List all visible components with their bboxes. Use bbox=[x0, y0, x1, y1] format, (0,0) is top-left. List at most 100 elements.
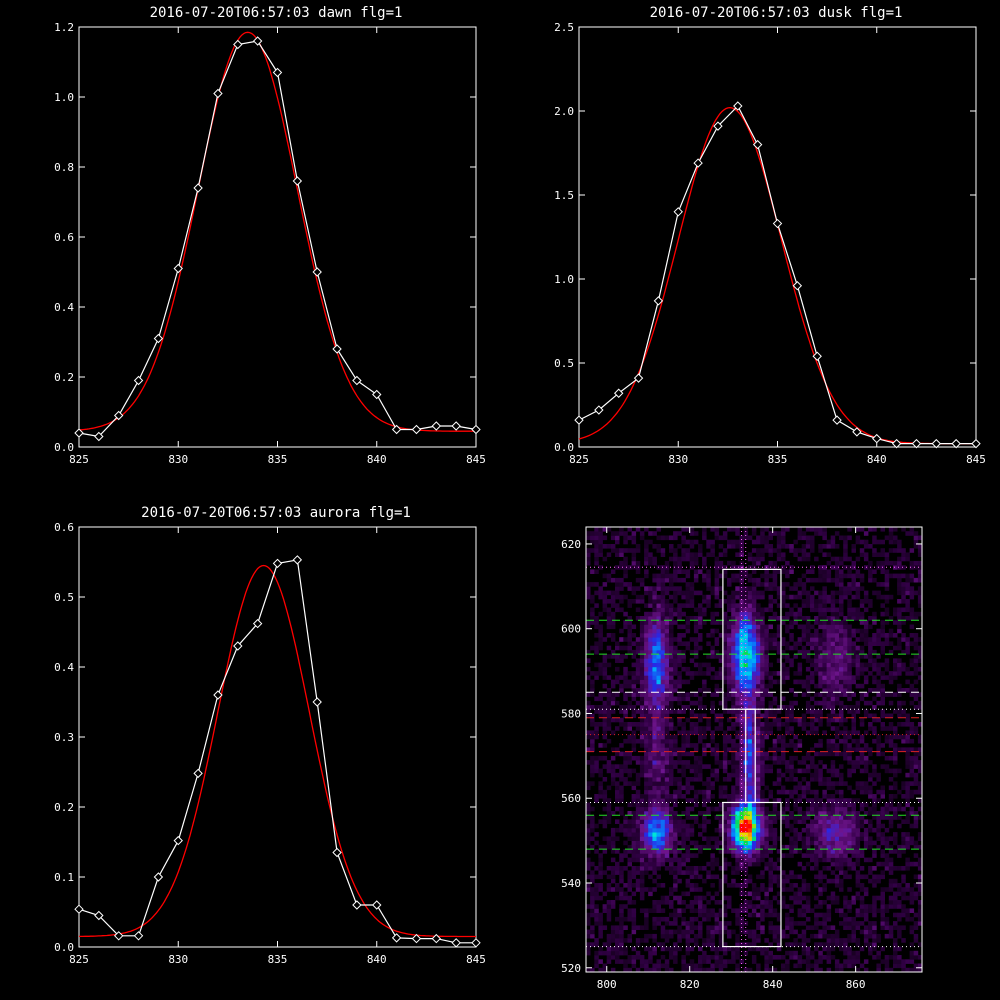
heatmap-cell bbox=[652, 811, 657, 816]
heatmap-cell bbox=[917, 751, 923, 757]
heatmap-cell bbox=[751, 594, 757, 600]
heatmap-cell bbox=[868, 760, 873, 765]
heatmap-cell bbox=[656, 607, 661, 613]
heatmap-cell bbox=[664, 832, 670, 837]
heatmap-cell bbox=[598, 755, 603, 761]
heatmap-cell bbox=[897, 959, 902, 964]
heatmap-cell bbox=[606, 904, 612, 909]
heatmap-cell bbox=[818, 760, 823, 765]
heatmap-cell bbox=[727, 696, 732, 702]
heatmap-cell bbox=[735, 942, 740, 947]
heatmap-cell bbox=[814, 967, 819, 973]
heatmap-cell bbox=[669, 582, 674, 587]
heatmap-cell bbox=[631, 883, 637, 888]
heatmap-cell bbox=[805, 666, 811, 672]
heatmap-cell bbox=[747, 900, 753, 905]
heatmap-cell bbox=[909, 700, 915, 706]
heatmap-cell bbox=[660, 955, 666, 960]
heatmap-cell bbox=[693, 649, 699, 655]
heatmap-cell bbox=[789, 633, 794, 638]
heatmap-cell bbox=[751, 891, 757, 897]
heatmap-cell bbox=[747, 815, 753, 820]
heatmap-cell bbox=[648, 772, 653, 778]
heatmap-cell bbox=[693, 743, 699, 748]
heatmap-cell bbox=[644, 751, 649, 757]
heatmap-cell bbox=[863, 760, 869, 765]
heatmap-cell bbox=[639, 891, 645, 897]
heatmap-cell bbox=[868, 904, 873, 909]
heatmap-cell bbox=[739, 734, 744, 740]
heatmap-cell bbox=[594, 840, 599, 846]
heatmap-cell bbox=[855, 878, 861, 884]
heatmap-cell bbox=[826, 955, 832, 960]
heatmap-cell bbox=[648, 730, 653, 735]
heatmap-cell bbox=[772, 577, 778, 583]
heatmap-cell bbox=[702, 815, 707, 820]
heatmap-cell bbox=[693, 789, 699, 795]
heatmap-cell bbox=[760, 730, 765, 735]
heatmap-cell bbox=[702, 895, 707, 901]
heatmap-cell bbox=[764, 624, 769, 630]
heatmap-cell bbox=[627, 870, 632, 875]
heatmap-cell bbox=[760, 662, 765, 668]
heatmap-cell bbox=[631, 929, 637, 935]
heatmap-cell bbox=[631, 908, 637, 913]
heatmap-cell bbox=[893, 938, 898, 943]
dawn-data-point bbox=[74, 428, 84, 438]
heatmap-cell bbox=[594, 768, 599, 774]
heatmap-cell bbox=[689, 840, 695, 846]
heatmap-cell bbox=[739, 671, 744, 676]
heatmap-cell bbox=[847, 624, 852, 630]
heatmap-cell bbox=[648, 887, 653, 892]
heatmap-cell bbox=[652, 662, 657, 668]
heatmap-cell bbox=[822, 857, 827, 863]
heatmap-cell bbox=[905, 755, 910, 761]
heatmap-cell bbox=[909, 755, 915, 761]
heatmap-cell bbox=[648, 955, 653, 960]
heatmap-cell bbox=[760, 857, 765, 863]
heatmap-cell bbox=[839, 777, 844, 782]
dawn-data-point bbox=[312, 267, 322, 277]
heatmap-cell bbox=[793, 802, 798, 808]
heatmap-cell bbox=[615, 658, 620, 663]
heatmap-cell bbox=[772, 696, 778, 702]
heatmap-cell bbox=[843, 730, 848, 735]
heatmap-cell bbox=[851, 849, 856, 854]
heatmap-cell bbox=[917, 645, 923, 651]
heatmap-cell bbox=[851, 963, 856, 969]
heatmap-cell bbox=[760, 823, 765, 829]
heatmap-cell bbox=[830, 633, 836, 638]
heatmap-cell bbox=[644, 692, 649, 697]
heatmap-cell bbox=[789, 904, 794, 909]
heatmap-cell bbox=[747, 649, 753, 655]
heatmap-cell bbox=[727, 709, 732, 714]
heatmap-cell bbox=[652, 950, 657, 956]
heatmap-cell bbox=[677, 849, 682, 854]
heatmap-cell bbox=[851, 866, 856, 871]
heatmap-cell bbox=[756, 912, 761, 918]
heatmap-cell bbox=[756, 675, 761, 680]
heatmap-cell bbox=[913, 730, 919, 735]
heatmap-cell bbox=[685, 836, 691, 841]
heatmap-cell bbox=[851, 933, 856, 939]
heatmap-cell bbox=[785, 582, 790, 587]
heatmap-cell bbox=[664, 620, 670, 625]
heatmap-cell bbox=[731, 645, 736, 651]
heatmap-cell bbox=[876, 671, 881, 676]
heatmap-cell bbox=[727, 675, 732, 680]
heatmap-cell bbox=[743, 594, 749, 600]
heatmap-cell bbox=[893, 666, 898, 672]
dusk-data-point bbox=[792, 281, 803, 291]
heatmap-cell bbox=[785, 844, 790, 850]
heatmap-cell bbox=[810, 726, 815, 731]
heatmap-cell bbox=[888, 806, 894, 812]
heatmap-cell bbox=[772, 912, 778, 918]
heatmap-cell bbox=[706, 938, 711, 943]
heatmap-cell bbox=[893, 811, 898, 816]
heatmap-cell bbox=[818, 641, 823, 646]
heatmap-cell bbox=[693, 963, 699, 969]
heatmap-cell bbox=[872, 929, 877, 935]
heatmap-cell bbox=[631, 738, 637, 744]
heatmap-cell bbox=[893, 866, 898, 871]
heatmap-cell bbox=[594, 616, 599, 621]
